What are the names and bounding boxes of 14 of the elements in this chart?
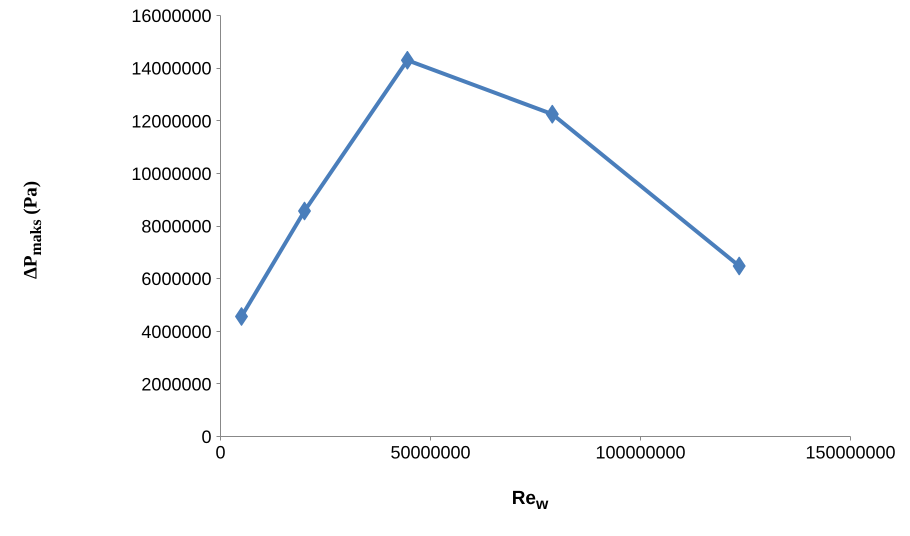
- y-tick-label: 2000000: [141, 374, 212, 394]
- x-axis-title: Re$_{w}$: [512, 487, 548, 515]
- x-tick-label: 150000000: [805, 442, 896, 462]
- x-tick-label: 0: [215, 442, 226, 462]
- y-tick-label: 12000000: [131, 111, 212, 132]
- y-tick-label: 10000000: [131, 164, 212, 184]
- y-tick-label: 4000000: [141, 322, 212, 342]
- x-tick-label: 50000000: [390, 442, 471, 462]
- y-tick-label: 0: [201, 427, 212, 447]
- x-tick-label: 100000000: [595, 442, 686, 462]
- y-tick-label: 16000000: [131, 6, 212, 26]
- y-tick-label: 6000000: [141, 269, 212, 290]
- y-tick-label: 8000000: [141, 216, 212, 236]
- y-tick-label: 14000000: [131, 58, 212, 79]
